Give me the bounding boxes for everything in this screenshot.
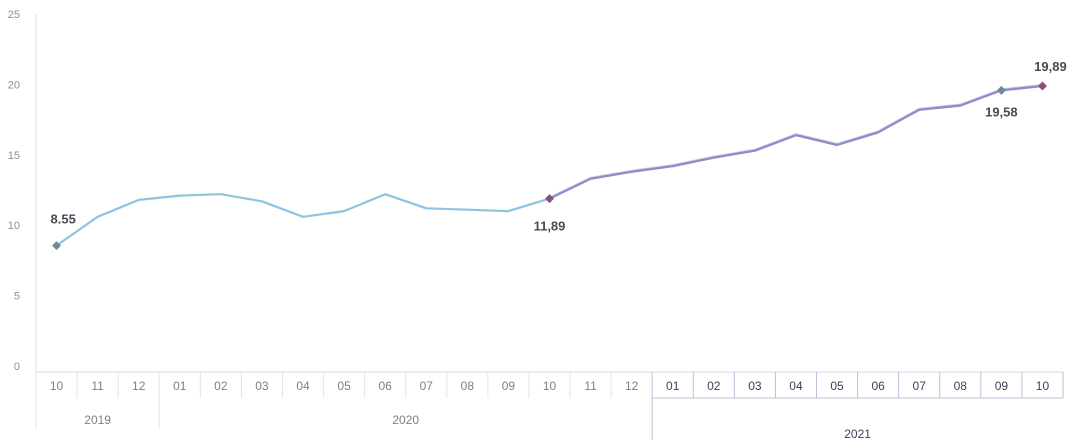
series-line-2019-2020 [55, 193, 550, 247]
x-tick-label: 05 [830, 379, 844, 393]
x-tick-label: 10 [50, 379, 64, 393]
x-tick-label: 03 [748, 379, 762, 393]
x-tick-label: 07 [913, 379, 927, 393]
x-tick-label: 01 [173, 379, 187, 393]
x-tick-label: 03 [255, 379, 269, 393]
x-tick-label: 11 [91, 379, 104, 393]
x-tick-label: 04 [296, 379, 310, 393]
x-tick-label: 07 [420, 379, 434, 393]
data-label: 11,89 [534, 219, 566, 234]
data-label: 8.55 [51, 212, 76, 227]
x-tick-label: 06 [871, 379, 885, 393]
x-tick-label: 10 [1036, 379, 1050, 393]
data-point-marker [996, 85, 1006, 95]
y-tick-label: 5 [14, 291, 20, 303]
x-tick-label: 09 [995, 379, 1009, 393]
data-point-marker [52, 241, 62, 251]
year-label: 2019 [84, 413, 111, 427]
x-tick-label: 12 [625, 379, 639, 393]
y-tick-label: 0 [14, 361, 20, 373]
series-line-2021-highlight [549, 83, 1043, 198]
x-tick-label: 08 [461, 379, 475, 393]
y-tick-label: 25 [8, 9, 20, 21]
x-tick-label: 06 [379, 379, 393, 393]
year-label: 2020 [392, 413, 419, 427]
y-tick-label: 20 [8, 79, 20, 91]
x-tick-label: 02 [707, 379, 721, 393]
x-tick-label: 08 [954, 379, 968, 393]
data-label: 19,58 [985, 104, 1018, 119]
x-tick-label: 09 [502, 379, 516, 393]
series-line-2021 [548, 84, 1043, 200]
x-tick-label: 01 [666, 379, 680, 393]
year-label: 2021 [844, 427, 871, 441]
x-tick-label: 12 [132, 379, 146, 393]
x-tick-label: 10 [543, 379, 557, 393]
data-point-marker [545, 194, 554, 204]
x-tick-label: 11 [584, 379, 597, 393]
y-tick-label: 10 [8, 220, 20, 232]
x-tick-label: 05 [337, 379, 351, 393]
data-point-marker [1037, 81, 1047, 91]
x-tick-label: 02 [214, 379, 228, 393]
y-tick-label: 15 [8, 150, 20, 162]
x-tick-label: 04 [789, 379, 803, 393]
data-label: 19,89 [1034, 59, 1067, 74]
